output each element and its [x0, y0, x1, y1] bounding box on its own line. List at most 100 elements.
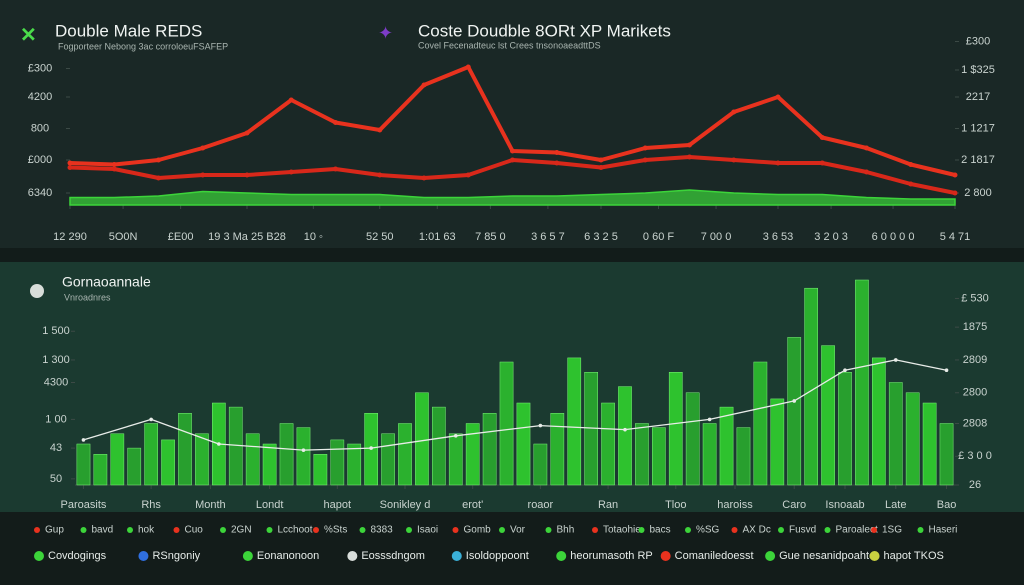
- legend-icon: [359, 527, 366, 533]
- point: [81, 438, 86, 442]
- point: [952, 172, 958, 178]
- bar: [178, 413, 192, 486]
- legend-icon: [220, 527, 226, 533]
- legend-text: RSngoniy: [152, 550, 200, 562]
- point: [301, 448, 306, 452]
- point: [67, 165, 73, 170]
- x-tick-label: Ran: [598, 499, 618, 511]
- bar: [787, 337, 802, 486]
- legend-text: Isaoi: [417, 525, 438, 536]
- x-tick-label: 0 60 F: [643, 231, 674, 243]
- x-tick-label: Rhs: [141, 499, 161, 511]
- point: [377, 127, 383, 133]
- bar: [635, 423, 649, 486]
- x-tick-label: Late: [885, 499, 906, 511]
- x-tick-label: 3 2 0 3: [814, 231, 848, 243]
- bar: [685, 392, 700, 486]
- x-tick-label: 52 50: [366, 231, 394, 243]
- y-tick-label: 4200: [28, 91, 52, 103]
- legend-icon: [869, 551, 880, 561]
- bar: [871, 357, 886, 486]
- legend-panel: [0, 512, 1024, 585]
- legend-icon: [138, 551, 149, 561]
- y2-tick-label: £ 530: [961, 292, 989, 304]
- x-tick-label: erot': [462, 499, 483, 511]
- bar: [398, 423, 412, 486]
- bar: [161, 439, 175, 486]
- bar: [922, 402, 937, 486]
- bar: [127, 447, 142, 486]
- bar: [499, 361, 514, 486]
- y2-tick-label: £300: [966, 35, 990, 47]
- bar: [415, 392, 429, 486]
- legend-text: Bhh: [557, 525, 575, 536]
- point: [200, 145, 206, 151]
- legend-text: hapot TKOS: [884, 550, 944, 562]
- y-tick-label: £300: [28, 62, 52, 74]
- point: [377, 172, 383, 178]
- legend-icon: [34, 551, 44, 561]
- bar: [330, 439, 345, 486]
- bar: [702, 423, 717, 486]
- bar: [465, 423, 480, 486]
- y-tick-label: 50: [50, 473, 62, 485]
- y2-tick-label: 2217: [966, 91, 990, 103]
- legend-text: AX Dc: [743, 525, 771, 536]
- legend-text: Gup: [45, 525, 64, 536]
- x-tick-label: 19 3 Ma 25 B28: [208, 231, 286, 243]
- y2-tick-label: £ 3 0 0: [958, 450, 992, 462]
- legend-text: Gomb: [464, 525, 492, 536]
- point: [288, 97, 294, 103]
- legend-icon: [685, 527, 691, 533]
- x-tick-label: 7 85 0: [475, 231, 506, 243]
- legend-icon: [80, 527, 87, 533]
- point: [67, 160, 73, 166]
- bar: [668, 372, 683, 486]
- x-tick-label: £E00: [168, 231, 194, 243]
- x-tick-label: Tloo: [665, 499, 686, 511]
- bar: [93, 454, 108, 486]
- area: [69, 189, 956, 206]
- point: [465, 64, 471, 70]
- chart-subtitle: Fogporteer Nebong 3ac corroloeuFSAFEP: [58, 41, 228, 51]
- legend-icon: [313, 527, 319, 533]
- legend-text: 8383: [371, 525, 394, 536]
- legend-icon: [34, 527, 40, 533]
- y2-tick-label: 2 1817: [961, 154, 995, 166]
- point: [731, 157, 737, 163]
- bar: [279, 423, 294, 486]
- bar: [431, 406, 446, 486]
- x-tick-label: Sonikley d: [380, 499, 431, 511]
- legend-icon: [266, 527, 273, 533]
- y-tick-label: 1 500: [42, 325, 70, 337]
- x-tick-label: haroiss: [717, 499, 753, 511]
- point: [149, 417, 153, 422]
- y-tick-label: 4300: [44, 376, 68, 388]
- bar: [618, 386, 632, 486]
- point: [244, 130, 250, 136]
- bar: [533, 443, 548, 486]
- legend-text: hok: [138, 525, 155, 536]
- point: [775, 94, 781, 100]
- bar: [567, 357, 582, 486]
- bar: [76, 443, 91, 486]
- point: [893, 358, 898, 362]
- point: [421, 82, 427, 88]
- legend-text: Eonanonoon: [257, 550, 319, 562]
- legend-text: Isoldoppoont: [466, 550, 529, 562]
- bar: [347, 443, 362, 486]
- logo-icon: ✕: [20, 24, 37, 46]
- legend-text: %Sts: [324, 525, 347, 536]
- point: [908, 181, 914, 187]
- point: [687, 154, 692, 160]
- point: [642, 157, 648, 163]
- legend-icon: [545, 527, 552, 533]
- x-tick-label: 3 6 53: [763, 231, 794, 243]
- point: [642, 145, 648, 151]
- legend-text: Eosssdngom: [361, 550, 425, 562]
- bar: [888, 382, 903, 486]
- x-tick-label: Month: [195, 499, 226, 511]
- x-tick-label: 7 00 0: [701, 231, 732, 243]
- y2-tick-label: 2809: [963, 354, 987, 366]
- legend-text: Totaohie: [603, 525, 641, 536]
